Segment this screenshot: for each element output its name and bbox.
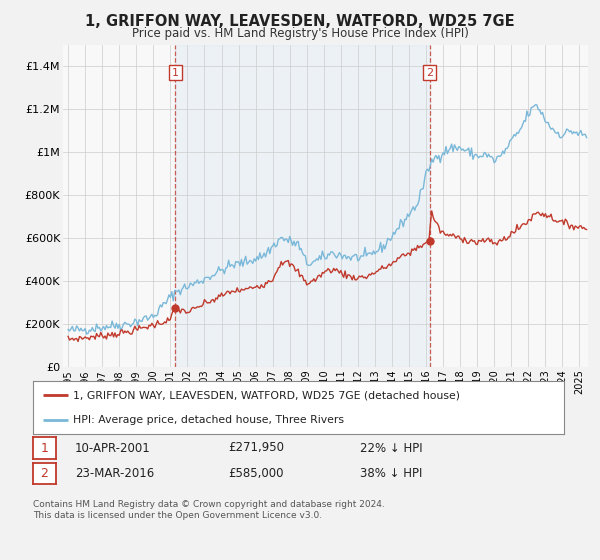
Text: £585,000: £585,000 [228, 466, 284, 480]
Text: 2: 2 [40, 466, 49, 480]
Text: 1, GRIFFON WAY, LEAVESDEN, WATFORD, WD25 7GE: 1, GRIFFON WAY, LEAVESDEN, WATFORD, WD25… [85, 14, 515, 29]
Text: 1: 1 [172, 68, 179, 78]
Text: £271,950: £271,950 [228, 441, 284, 455]
Text: 1, GRIFFON WAY, LEAVESDEN, WATFORD, WD25 7GE (detached house): 1, GRIFFON WAY, LEAVESDEN, WATFORD, WD25… [73, 390, 460, 400]
Text: HPI: Average price, detached house, Three Rivers: HPI: Average price, detached house, Thre… [73, 414, 344, 424]
Text: 2: 2 [426, 68, 433, 78]
Text: 1: 1 [40, 441, 49, 455]
Text: 23-MAR-2016: 23-MAR-2016 [75, 466, 154, 480]
Text: Price paid vs. HM Land Registry's House Price Index (HPI): Price paid vs. HM Land Registry's House … [131, 27, 469, 40]
Bar [175, 45, 430, 367]
Text: 38% ↓ HPI: 38% ↓ HPI [360, 466, 422, 480]
Text: 22% ↓ HPI: 22% ↓ HPI [360, 441, 422, 455]
Text: 10-APR-2001: 10-APR-2001 [75, 441, 151, 455]
Text: Contains HM Land Registry data © Crown copyright and database right 2024.
This d: Contains HM Land Registry data © Crown c… [33, 500, 385, 520]
